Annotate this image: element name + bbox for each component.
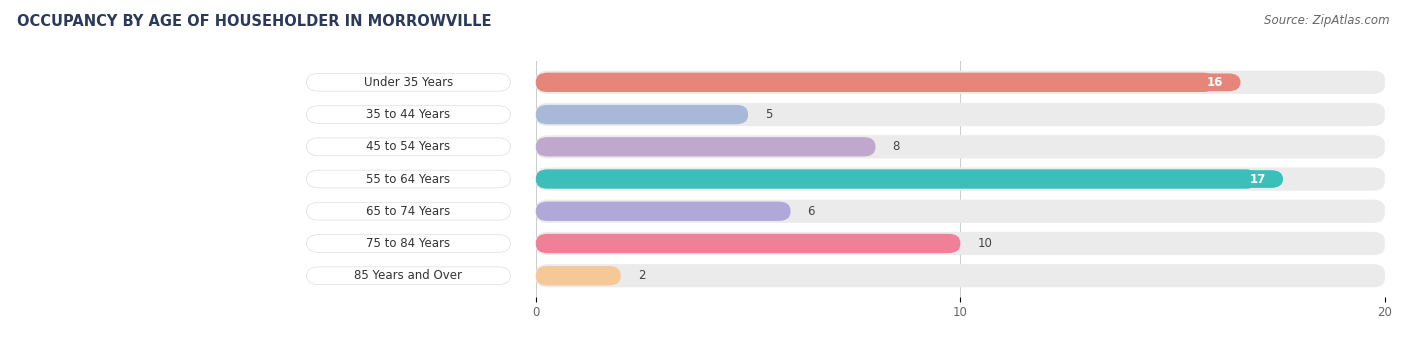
Text: OCCUPANCY BY AGE OF HOUSEHOLDER IN MORROWVILLE: OCCUPANCY BY AGE OF HOUSEHOLDER IN MORRO… bbox=[17, 14, 491, 29]
Text: Under 35 Years: Under 35 Years bbox=[364, 76, 453, 89]
Text: 35 to 44 Years: 35 to 44 Years bbox=[367, 108, 450, 121]
FancyBboxPatch shape bbox=[307, 170, 510, 188]
FancyBboxPatch shape bbox=[307, 73, 510, 91]
Text: 16: 16 bbox=[1206, 76, 1223, 89]
FancyBboxPatch shape bbox=[536, 103, 1385, 126]
FancyBboxPatch shape bbox=[307, 235, 510, 252]
FancyBboxPatch shape bbox=[536, 232, 1385, 255]
Text: 6: 6 bbox=[807, 205, 815, 218]
Text: 10: 10 bbox=[977, 237, 993, 250]
FancyBboxPatch shape bbox=[536, 167, 1385, 191]
FancyBboxPatch shape bbox=[536, 264, 1385, 287]
Text: 2: 2 bbox=[638, 269, 645, 282]
Text: 17: 17 bbox=[1250, 173, 1265, 186]
Text: 65 to 74 Years: 65 to 74 Years bbox=[367, 205, 450, 218]
Text: 75 to 84 Years: 75 to 84 Years bbox=[367, 237, 450, 250]
FancyBboxPatch shape bbox=[1189, 73, 1240, 91]
FancyBboxPatch shape bbox=[536, 137, 876, 157]
FancyBboxPatch shape bbox=[307, 106, 510, 123]
FancyBboxPatch shape bbox=[536, 135, 1385, 159]
FancyBboxPatch shape bbox=[536, 234, 960, 253]
FancyBboxPatch shape bbox=[307, 138, 510, 155]
FancyBboxPatch shape bbox=[536, 73, 1215, 92]
FancyBboxPatch shape bbox=[536, 266, 620, 285]
FancyBboxPatch shape bbox=[536, 169, 1257, 189]
Text: 8: 8 bbox=[893, 140, 900, 153]
FancyBboxPatch shape bbox=[307, 267, 510, 285]
FancyBboxPatch shape bbox=[536, 71, 1385, 94]
FancyBboxPatch shape bbox=[1232, 170, 1284, 188]
Text: 55 to 64 Years: 55 to 64 Years bbox=[367, 173, 450, 186]
Text: 85 Years and Over: 85 Years and Over bbox=[354, 269, 463, 282]
FancyBboxPatch shape bbox=[307, 203, 510, 220]
Text: 45 to 54 Years: 45 to 54 Years bbox=[367, 140, 450, 153]
Text: Source: ZipAtlas.com: Source: ZipAtlas.com bbox=[1264, 14, 1389, 27]
FancyBboxPatch shape bbox=[536, 105, 748, 124]
Text: 5: 5 bbox=[765, 108, 772, 121]
FancyBboxPatch shape bbox=[536, 199, 1385, 223]
FancyBboxPatch shape bbox=[536, 202, 790, 221]
